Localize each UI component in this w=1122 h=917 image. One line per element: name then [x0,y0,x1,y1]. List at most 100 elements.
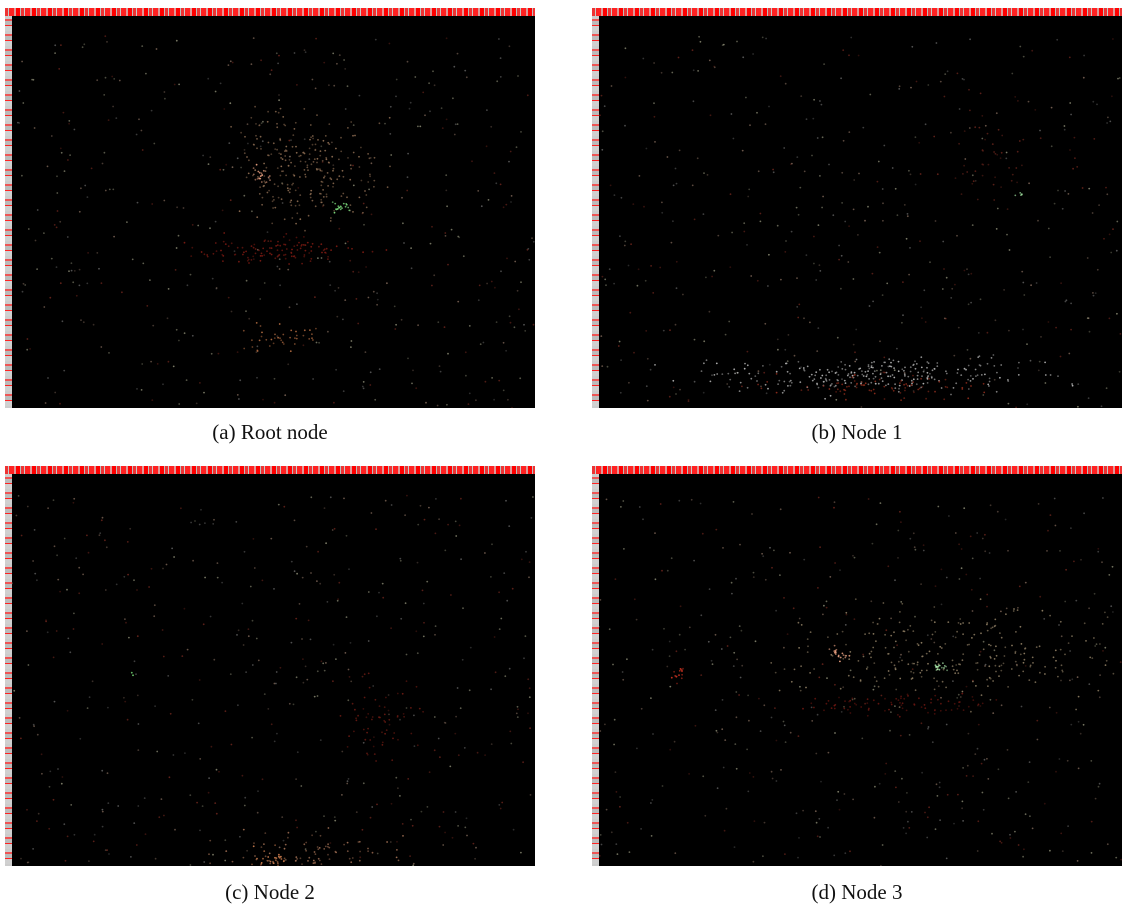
dot [505,204,507,206]
dot [106,546,108,548]
dot [672,380,674,382]
dot [837,791,839,793]
dot [500,270,502,272]
dot [1023,653,1025,655]
dot [274,207,276,209]
dot [946,387,948,389]
dot [1059,758,1061,760]
dot [872,373,874,375]
dot [455,811,457,813]
dot [974,126,976,128]
dot [101,282,103,284]
dot [787,385,789,387]
dot [753,776,755,778]
dot [231,311,233,313]
dot [899,382,901,384]
dot [1093,295,1095,297]
dot [996,391,998,393]
caption-label: (a) [212,420,235,444]
dot [176,247,178,249]
dot [968,644,970,646]
dot [1000,611,1002,613]
dot [173,754,175,756]
dot [311,163,313,165]
dot [496,80,498,82]
dot [184,242,186,244]
dot [739,390,741,392]
dot [319,860,321,862]
dot [276,149,278,151]
dot [466,76,468,78]
dot [964,368,966,370]
dot [895,188,897,190]
dot [874,676,876,678]
dot [28,228,30,230]
dot [876,523,878,525]
dot [1092,292,1094,294]
dot [918,644,920,646]
dot [232,62,234,64]
dot [314,851,316,853]
dot [747,791,749,793]
dot [800,665,802,667]
dot [1007,686,1009,688]
dot [911,46,913,48]
dot [860,679,862,681]
dot [102,811,104,813]
dot [964,270,966,272]
dot [266,181,268,183]
dot [335,851,337,853]
dot [988,665,990,667]
dot [263,843,265,845]
dot [333,168,335,170]
dot [294,337,296,339]
dot [268,190,270,192]
dot [935,220,937,222]
dot [303,682,305,684]
dot [105,190,107,192]
dot [531,517,533,519]
dot [926,653,928,655]
dot [287,184,289,186]
dot [261,122,263,124]
dot [861,374,863,376]
dot [353,185,355,187]
dot [63,823,65,825]
dot [209,156,211,158]
dot [280,108,282,110]
dot [633,352,635,354]
dot [398,860,400,862]
dot [49,786,51,788]
dot [124,701,126,703]
dot [936,661,938,663]
dot [520,281,522,283]
dot [1092,101,1094,103]
dot [422,590,424,592]
dot [282,342,284,344]
dot [292,183,294,185]
dot [980,598,982,600]
dot [906,792,908,794]
dot [312,138,314,140]
dot [839,569,841,571]
dot [746,244,748,246]
dot [275,111,277,113]
dot [367,181,369,183]
dot [371,719,373,721]
dot [267,856,269,858]
dot [1065,569,1067,571]
dot [203,623,205,625]
dot [1044,362,1046,364]
dot [878,686,880,688]
dot [990,504,992,506]
dot [791,681,793,683]
dot [600,834,602,836]
dot [464,747,466,749]
dot [494,636,496,638]
dot [335,148,337,150]
dot [315,205,317,207]
dot [444,722,446,724]
color-stripe [5,466,535,474]
dot [297,187,299,189]
dot [981,763,983,765]
